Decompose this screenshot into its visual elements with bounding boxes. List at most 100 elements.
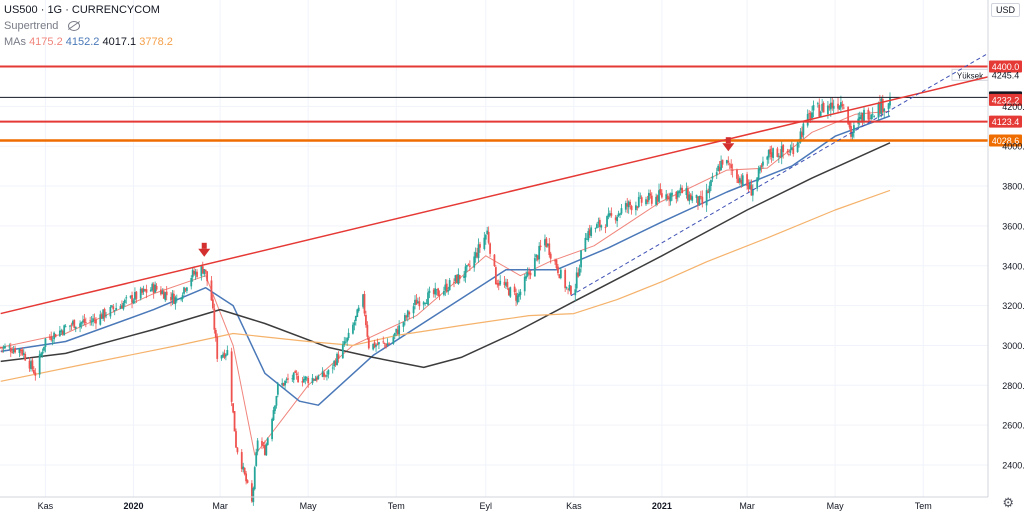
currency-button[interactable]: USD xyxy=(990,3,1020,17)
indicator-row[interactable]: Supertrend xyxy=(4,18,173,34)
ma-legend-row[interactable]: MAs 4175.2 4152.2 4017.1 3778.2 xyxy=(4,34,173,50)
candle-body xyxy=(392,337,395,344)
candle-body xyxy=(125,297,128,299)
candle-body xyxy=(782,144,785,153)
candle-body xyxy=(305,377,308,379)
candle-body xyxy=(119,306,122,309)
candle-body xyxy=(685,187,688,196)
candle-body xyxy=(484,235,487,240)
candle-body xyxy=(12,349,15,353)
candle-body xyxy=(92,318,94,322)
candle-body xyxy=(788,153,790,155)
candle-body xyxy=(448,280,451,291)
candle-body xyxy=(570,286,572,295)
candle-body xyxy=(334,361,337,366)
candle-body xyxy=(230,351,233,402)
candle-body xyxy=(777,155,780,157)
candle-body xyxy=(282,383,285,386)
candle-body xyxy=(587,231,590,241)
gear-icon[interactable]: ⚙ xyxy=(1002,495,1014,510)
candle-body xyxy=(222,354,224,357)
candle-body xyxy=(203,268,206,275)
candle-body xyxy=(801,132,803,138)
candle-body xyxy=(50,336,53,341)
candle-body xyxy=(236,447,239,453)
candle-body xyxy=(828,106,831,108)
candle-body xyxy=(154,284,157,293)
candle-body xyxy=(656,195,659,202)
candle-body xyxy=(529,272,532,276)
candle-body xyxy=(93,318,96,320)
candle-body xyxy=(458,275,461,280)
candle-body xyxy=(847,106,850,125)
candle-body xyxy=(245,473,248,482)
candle-body xyxy=(679,187,682,191)
candle-body xyxy=(326,375,328,377)
candle-body xyxy=(343,341,346,345)
candle-body xyxy=(21,349,24,355)
candle-body xyxy=(346,337,349,342)
trendline xyxy=(0,76,989,315)
candle-body xyxy=(73,319,76,329)
candle-body xyxy=(74,326,77,329)
candle-body xyxy=(863,109,865,121)
y-tick-label: 3800.0 xyxy=(1002,182,1024,192)
candle-body xyxy=(871,114,874,116)
candle-body xyxy=(190,277,193,287)
candle-body xyxy=(546,243,549,246)
candle-body xyxy=(698,195,701,206)
x-tick-label: May xyxy=(827,501,845,511)
candle-body xyxy=(627,201,630,208)
x-tick-label: 2021 xyxy=(652,501,672,511)
candle-body xyxy=(767,150,770,158)
candle-body xyxy=(142,288,145,292)
candle-body xyxy=(134,292,136,300)
candle-body xyxy=(181,295,184,300)
candle-body xyxy=(809,113,812,120)
candle-body xyxy=(519,291,522,296)
candle-body xyxy=(575,272,578,289)
candle-body xyxy=(393,333,396,336)
candle-body xyxy=(253,467,256,490)
candle-body xyxy=(18,348,21,353)
candle-body xyxy=(22,353,25,355)
ma4-value: 3778.2 xyxy=(139,36,173,48)
candle-body xyxy=(284,380,286,386)
candle-body xyxy=(880,98,883,115)
symbol-row[interactable]: US500 · 1G · CURRENCYCOM xyxy=(4,2,173,18)
candle-body xyxy=(442,291,445,295)
candle-body xyxy=(184,288,187,291)
candle-body xyxy=(555,259,558,268)
candle-body xyxy=(223,352,226,358)
trendline xyxy=(570,52,989,297)
candle-body xyxy=(483,237,486,250)
candle-body xyxy=(544,239,546,246)
candle-body xyxy=(372,343,375,350)
candle-body xyxy=(689,194,692,200)
candle-body xyxy=(294,371,297,373)
candle-body xyxy=(626,203,629,207)
candle-body xyxy=(487,231,490,243)
candle-body xyxy=(313,379,315,381)
candle-body xyxy=(99,314,102,325)
candle-body xyxy=(252,487,255,503)
candle-body xyxy=(467,264,470,265)
candle-body xyxy=(505,282,507,286)
candle-body xyxy=(509,287,512,297)
candle-body xyxy=(463,275,466,279)
y-tick-label: 3200.0 xyxy=(1002,301,1024,311)
candle-body xyxy=(549,253,552,259)
candle-body xyxy=(515,293,517,301)
candle-body xyxy=(789,150,792,153)
candle-body xyxy=(1,347,4,349)
candle-body xyxy=(233,411,236,432)
candle-body xyxy=(183,287,185,294)
candle-body xyxy=(432,289,435,295)
candle-body xyxy=(630,205,633,211)
candle-body xyxy=(281,382,284,385)
candle-body xyxy=(437,288,440,296)
hidden-eye-icon[interactable] xyxy=(67,21,80,32)
candle-body xyxy=(383,342,386,344)
